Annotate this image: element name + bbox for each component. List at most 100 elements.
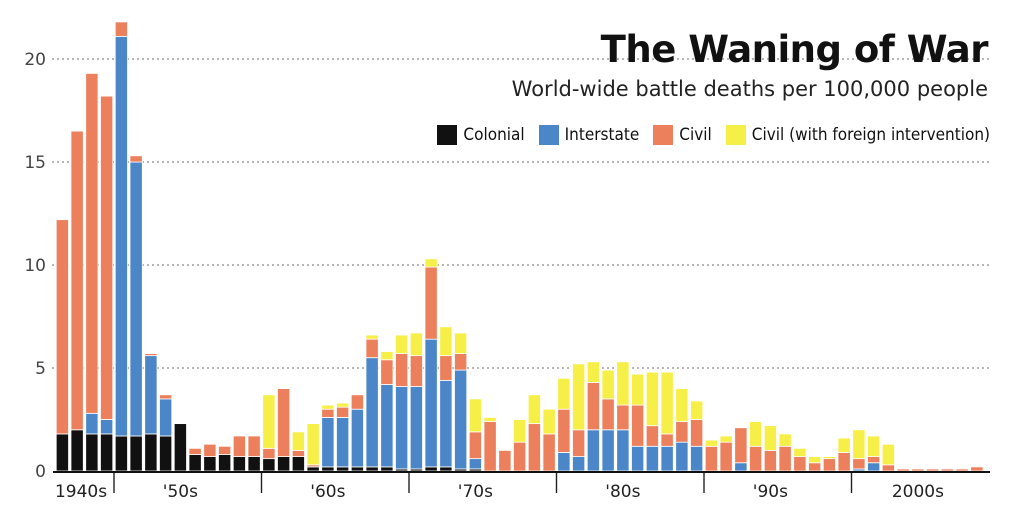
bar-civil-1967 [365,338,379,359]
bar-colonial-1967 [365,466,379,472]
bar-interstate-1974 [468,458,482,470]
x-decade-label: '80s [605,482,640,502]
bar-civil-1951 [129,155,143,163]
x-decade-label: 1940s [55,482,107,502]
bar-civil-1979 [542,433,556,472]
bar-civil-1985 [631,404,645,447]
bar-colonial-1955 [188,454,202,472]
bar-civil-1955 [188,447,202,455]
chart-legend: Colonial Interstate Civil Civil (with fo… [423,125,990,145]
bar-interstate-1984 [616,429,630,472]
bar-civil-with-foreign-intervention--1964 [321,404,335,410]
legend-swatch-civil [653,125,674,145]
bar-interstate-1952 [144,355,158,435]
bar-civil-1953 [159,394,173,400]
bar-interstate-1964 [321,417,335,468]
bar-civil-with-foreign-intervention--1982 [586,361,600,383]
bar-civil-1989 [690,419,704,447]
bar-civil-1978 [527,423,541,472]
bar-civil-1990 [704,445,718,472]
bar-civil-with-foreign-intervention--1990 [704,439,718,447]
bar-colonial-1971 [424,466,438,472]
bar-civil-1986 [645,425,659,447]
bar-civil-with-foreign-intervention--1968 [380,351,394,361]
bar-civil-with-foreign-intervention--1970 [409,332,423,357]
bar-interstate-1992 [734,462,748,472]
bar-civil-1977 [513,441,527,472]
bar-civil-1957 [218,445,232,455]
bar-civil-1972 [439,355,453,381]
bar-civil-1965 [336,406,350,418]
bar-civil-1984 [616,404,630,431]
bar-civil-with-foreign-intervention--1997 [808,456,822,464]
bar-interstate-1968 [380,384,394,468]
bar-civil-2005 [926,468,940,472]
bar-civil-with-foreign-intervention--1962 [291,431,305,451]
bar-civil-with-foreign-intervention--2002 [881,443,895,466]
bar-civil-1980 [557,408,571,453]
bar-civil-1962 [291,449,305,457]
legend-swatch-colonial [437,125,458,145]
bar-civil-with-foreign-intervention--1980 [557,377,571,410]
bar-colonial-1965 [336,466,350,472]
bar-civil-with-foreign-intervention--1995 [778,433,792,447]
bar-interstate-1986 [645,445,659,472]
y-tick-label: 15 [24,153,46,173]
bar-interstate-1949 [100,419,114,435]
bar-civil-1983 [601,398,615,431]
bar-civil-1973 [454,353,468,371]
bar-civil-1956 [203,443,217,457]
bar-civil-with-foreign-intervention--2000 [852,429,866,460]
bar-civil-2007 [955,468,969,472]
bar-civil-with-foreign-intervention--1985 [631,373,645,406]
bar-interstate-1965 [336,417,350,468]
legend-swatch-interstate [538,125,559,145]
bar-interstate-1989 [690,445,704,472]
legend-label-civil: Civil [679,125,712,145]
bar-interstate-1981 [572,456,586,472]
bar-interstate-2001 [867,462,881,472]
bar-colonial-1964 [321,466,335,472]
bar-civil-with-foreign-intervention--1974 [468,398,482,433]
bar-civil-with-foreign-intervention--1998 [822,456,836,460]
bar-civil-with-foreign-intervention--1986 [645,371,659,427]
bar-civil-1970 [409,355,423,387]
bar-civil-1995 [778,445,792,472]
legend-item-interstate: Interstate [538,125,640,145]
bar-civil-with-foreign-intervention--1981 [572,363,586,431]
bar-colonial-1953 [159,435,173,472]
legend-label-civil-foreign: Civil (with foreign intervention) [751,125,990,145]
bar-civil-1975 [483,421,497,472]
bar-civil-with-foreign-intervention--1963 [306,423,320,466]
legend-label-interstate: Interstate [564,125,640,145]
bar-interstate-1988 [675,441,689,472]
bar-civil-with-foreign-intervention--1973 [454,332,468,354]
bar-colonial-1958 [232,456,246,472]
bar-colonial-1956 [203,456,217,472]
bar-interstate-1948 [85,412,99,435]
bar-civil-with-foreign-intervention--1999 [837,437,851,453]
x-decade-label: '60s [310,482,345,502]
bar-civil-1981 [572,429,586,457]
bar-civil-2000 [852,458,866,470]
bar-interstate-1969 [395,386,409,470]
bar-colonial-1947 [70,429,84,472]
bar-colonial-1957 [218,454,232,472]
bar-colonial-1951 [129,435,143,472]
chart-subtitle: World-wide battle deaths per 100,000 peo… [511,77,988,101]
bar-civil-1964 [321,408,335,418]
bar-civil-1999 [837,452,851,472]
bar-civil-1966 [350,394,364,410]
bar-civil-1996 [793,456,807,472]
bar-civil-with-foreign-intervention--1977 [513,419,527,443]
x-decade-label: '70s [458,482,493,502]
bar-interstate-1983 [601,429,615,472]
bar-civil-1968 [380,359,394,385]
legend-item-civil: Civil [653,125,712,145]
bar-civil-1991 [719,441,733,472]
bar-civil-with-foreign-intervention--1960 [262,394,276,449]
bar-interstate-1953 [159,398,173,437]
bar-colonial-1968 [380,466,394,472]
bar-civil-1982 [586,382,600,431]
bar-civil-1994 [763,449,777,472]
